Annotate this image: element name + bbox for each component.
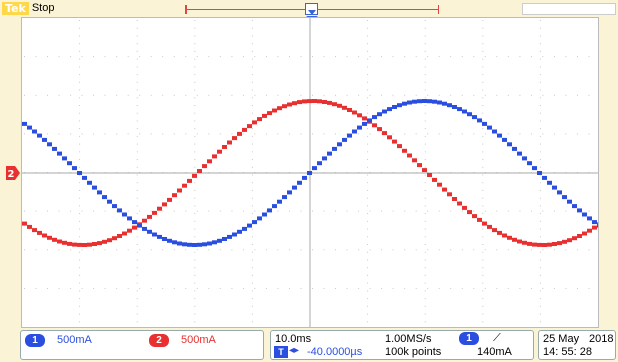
trigger-slope-icon: ⟋	[493, 332, 501, 344]
clock-panel: 25 May 2018 14: 55: 28	[538, 330, 616, 360]
trigger-source-badge[interactable]: 1	[459, 332, 479, 345]
waveform-graticule	[22, 18, 598, 327]
brand-area: Tek Stop	[2, 2, 54, 15]
ch1-scale: 500mA	[57, 334, 92, 346]
graticule-dots	[24, 20, 590, 323]
delay-trigger-icon: T	[274, 346, 288, 358]
top-right-readout-box	[522, 3, 616, 15]
ch2-marker-shape	[6, 166, 20, 180]
delay-arrows-icon: ◂▸	[289, 345, 300, 356]
time-per-div[interactable]: 10.0ms	[275, 333, 312, 345]
ch1-badge[interactable]: 1	[25, 334, 45, 347]
trigger-level[interactable]: 140mA	[477, 346, 512, 358]
record-length: 100k points	[385, 346, 442, 358]
ch2-scale: 500mA	[181, 334, 216, 346]
bottom-status-bar: 1 500mA 2 500mA 10.0ms 1.00MS/s 1 ⟋ T ◂▸…	[0, 330, 618, 362]
ch2-ground-marker[interactable]: 2	[6, 166, 20, 180]
ch2-badge[interactable]: 2	[149, 334, 169, 347]
ch2-waveform	[22, 99, 598, 247]
record-view-window[interactable]	[305, 3, 318, 15]
waveform-display	[21, 17, 599, 328]
ch1-waveform	[22, 99, 598, 247]
ch2-marker-label: 2	[8, 169, 15, 180]
brand-logo: Tek	[2, 2, 29, 15]
channel-scale-panel: 1 500mA 2 500mA	[20, 330, 264, 360]
timebase-trigger-panel: 10.0ms 1.00MS/s 1 ⟋ T ◂▸ -40.0000µs 100k…	[270, 330, 534, 360]
run-status[interactable]: Stop	[31, 2, 55, 14]
trigger-arrow-icon	[308, 10, 316, 15]
clock-year: 2018	[589, 333, 614, 345]
horizontal-delay[interactable]: -40.0000µs	[307, 346, 363, 358]
clock-time: 14: 55: 28	[543, 346, 592, 358]
top-status-bar: Tek Stop	[0, 0, 618, 17]
clock-date: 25 May	[543, 333, 580, 345]
sample-rate: 1.00MS/s	[385, 333, 432, 345]
